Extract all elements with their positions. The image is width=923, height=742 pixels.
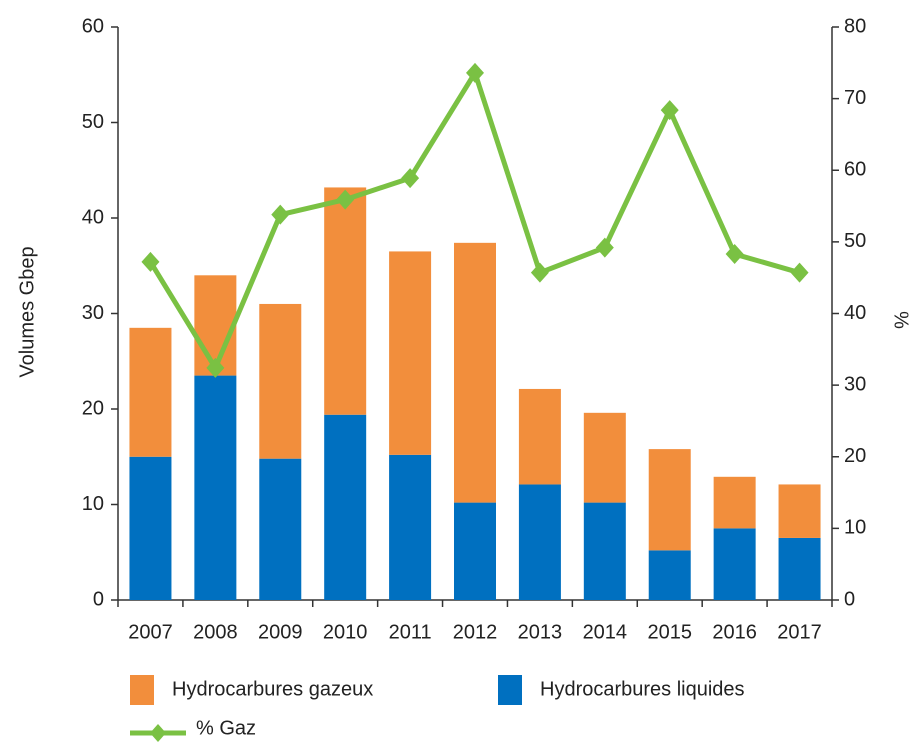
- legend-marker: [150, 724, 166, 742]
- line-marker: [530, 262, 549, 283]
- legend-swatch: [498, 675, 522, 705]
- x-tick-label: 2008: [193, 621, 238, 643]
- x-tick-label: 2011: [389, 621, 432, 643]
- bar: [259, 303, 302, 459]
- bar: [713, 476, 756, 529]
- x-tick-label: 2016: [712, 621, 757, 643]
- bar: [518, 484, 561, 600]
- y2-tick-label: 20: [844, 445, 866, 467]
- line-marker: [660, 100, 679, 121]
- bar: [518, 388, 561, 485]
- x-tick-label: 2015: [647, 621, 692, 643]
- bar: [778, 484, 821, 538]
- bar: [648, 550, 691, 600]
- y2-tick-label: 0: [844, 588, 855, 610]
- y-tick-label: 40: [82, 206, 104, 228]
- x-tick-label: 2012: [453, 621, 498, 643]
- x-tick-label: 2013: [518, 621, 563, 643]
- line-marker: [401, 168, 420, 189]
- y-tick-label: 30: [82, 302, 104, 324]
- line-marker: [141, 251, 160, 272]
- line-marker: [790, 262, 809, 283]
- y-tick-label: 60: [82, 15, 104, 37]
- x-tick-label: 2017: [777, 621, 822, 643]
- y-tick-label: 0: [93, 588, 104, 610]
- line-marker: [725, 244, 744, 265]
- bar: [389, 454, 432, 600]
- x-tick-label: 2007: [128, 621, 173, 643]
- bar: [259, 458, 302, 600]
- bar: [583, 502, 626, 600]
- bar: [129, 327, 172, 457]
- legend-swatch: [130, 675, 154, 705]
- line-marker: [466, 62, 484, 83]
- line-marker: [271, 204, 290, 225]
- x-tick-label: 2010: [323, 621, 368, 643]
- y2-tick-label: 10: [844, 517, 866, 539]
- bar: [129, 456, 172, 600]
- y-axis-label: Volumes Gbep: [16, 246, 38, 377]
- bar: [324, 187, 367, 415]
- y2-tick-label: 50: [844, 230, 866, 252]
- line-marker: [595, 237, 614, 258]
- y2-tick-label: 40: [844, 302, 866, 324]
- bar: [648, 449, 691, 551]
- y2-tick-label: 60: [844, 159, 866, 181]
- line-marker: [206, 357, 225, 378]
- legend-label: % Gaz: [196, 717, 256, 739]
- bar: [778, 537, 821, 600]
- y2-tick-label: 70: [844, 87, 866, 109]
- line-marker: [336, 189, 355, 210]
- legend-label: Hydrocarbures gazeux: [172, 678, 373, 700]
- bar: [389, 251, 432, 455]
- bar: [583, 412, 626, 503]
- y2-tick-label: 80: [844, 15, 866, 37]
- y2-axis-label: %: [890, 311, 912, 329]
- bar: [454, 502, 496, 600]
- y-tick-label: 10: [82, 493, 104, 515]
- legend-label: Hydrocarbures liquides: [540, 678, 745, 700]
- x-tick-label: 2014: [583, 621, 628, 643]
- bar: [324, 414, 367, 600]
- bar: [194, 375, 237, 600]
- bar: [454, 242, 496, 503]
- bar: [713, 528, 756, 600]
- y-tick-label: 20: [82, 397, 104, 419]
- y-tick-label: 50: [82, 111, 104, 133]
- y2-tick-label: 30: [844, 373, 866, 395]
- x-tick-label: 2009: [258, 621, 303, 643]
